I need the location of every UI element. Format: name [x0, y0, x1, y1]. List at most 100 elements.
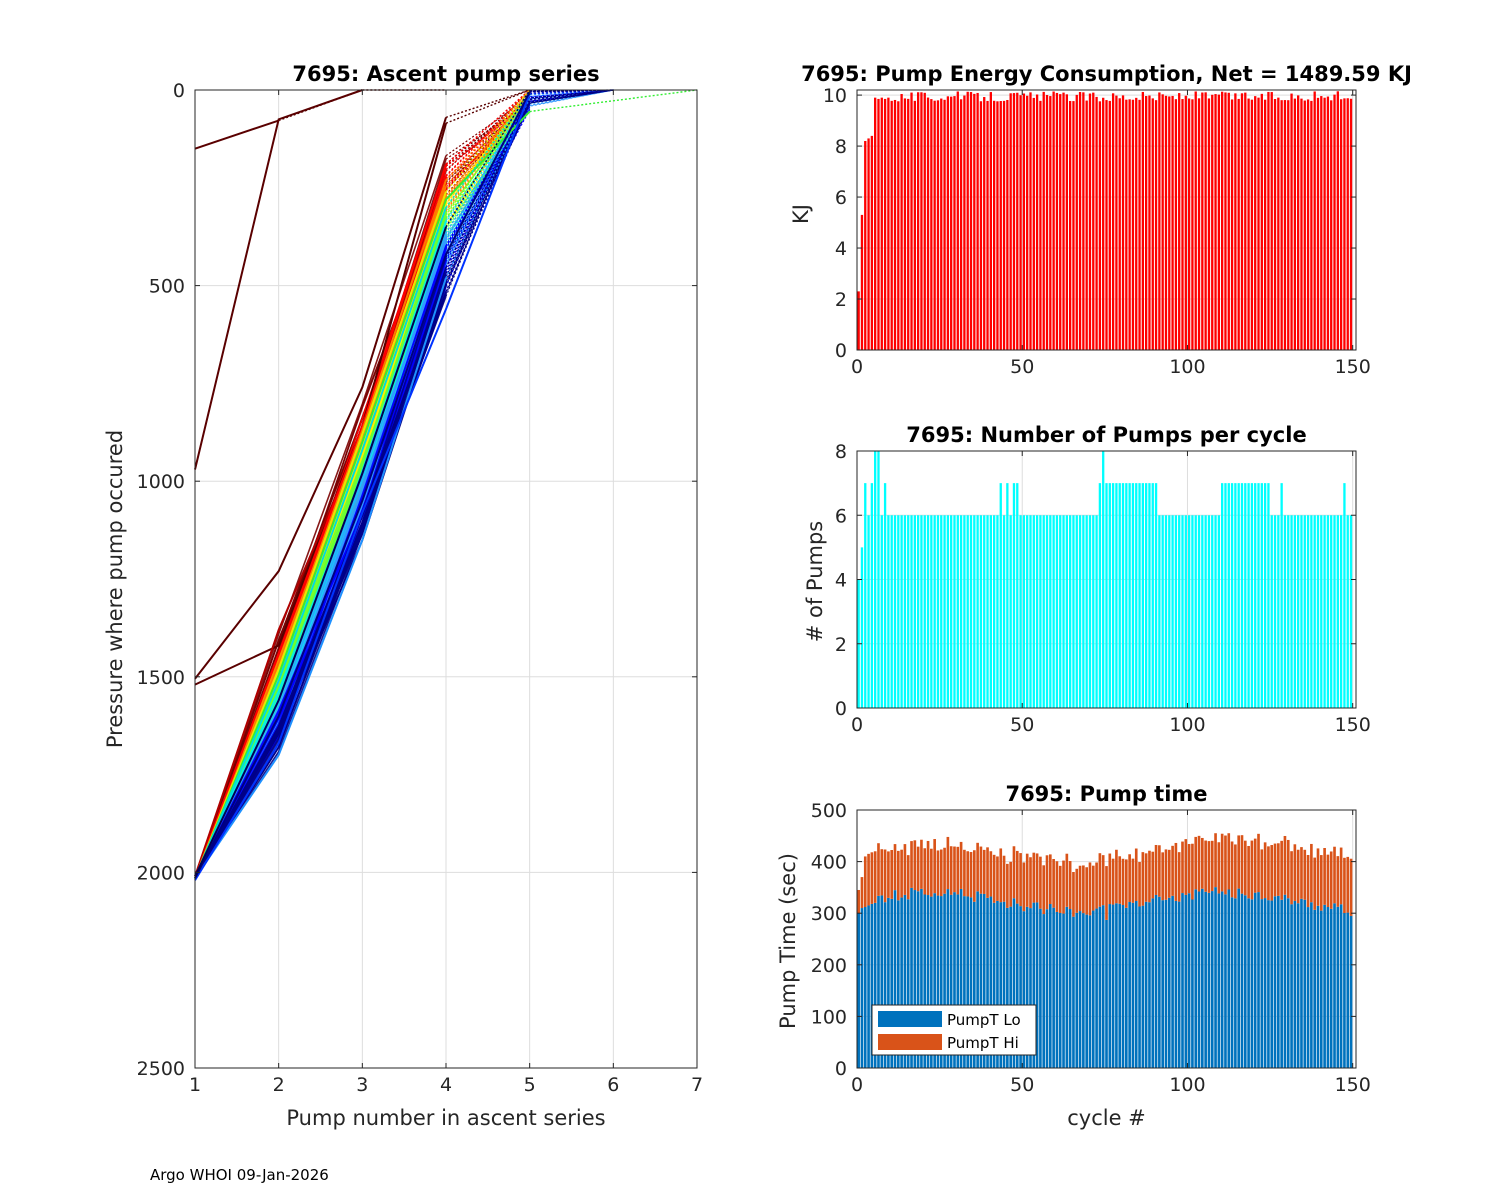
pumps-bar — [963, 515, 966, 708]
energy-bar — [1045, 94, 1049, 350]
pumps-bar — [1234, 483, 1237, 708]
x-tick-label: 50 — [1010, 1074, 1034, 1096]
energy-bar — [1343, 98, 1346, 350]
energy-bar — [1290, 93, 1293, 351]
x-axis-label: cycle # — [1067, 1106, 1146, 1130]
pumptime-lo-bar — [1075, 912, 1079, 1068]
pumptime-lo-bar — [949, 894, 953, 1068]
energy-bar — [890, 100, 893, 350]
cycle-tail-line — [445, 96, 531, 208]
pumptime-hi-bar — [1138, 862, 1141, 907]
pumptime-hi-bar — [893, 844, 897, 891]
energy-bar — [943, 99, 946, 351]
energy-bar — [966, 91, 969, 350]
energy-bar — [1125, 99, 1128, 350]
energy-bar — [1191, 99, 1194, 351]
energy-bar — [1105, 100, 1108, 350]
pumptime-lo-bar — [1118, 903, 1122, 1068]
y-tick-label: 1000 — [137, 471, 185, 493]
energy-bar — [913, 100, 916, 350]
energy-bar — [923, 92, 926, 351]
pumps-bar — [1128, 483, 1131, 708]
y-tick-label: 0 — [835, 340, 847, 362]
pumps-bar — [1138, 483, 1141, 708]
pumptime-lo-bar — [1002, 901, 1006, 1068]
pumptime-lo-bar — [963, 896, 966, 1068]
pumptime-lo-bar — [1197, 891, 1201, 1068]
energy-bar — [926, 97, 930, 350]
pumptime-hi-bar — [1134, 848, 1138, 902]
energy-bar — [1260, 93, 1263, 350]
pumptime-lo-bar — [992, 902, 996, 1068]
pumps-bar — [1154, 483, 1158, 708]
pumptime-lo-bar — [1105, 919, 1108, 1068]
y-axis-label: Pump Time (sec) — [776, 853, 800, 1029]
pumptime-hi-bar — [877, 843, 880, 896]
energy-bar — [1339, 99, 1343, 351]
series-tail-line — [445, 89, 531, 181]
pumptime-hi-bar — [1306, 855, 1310, 908]
pumptime-lo-bar — [1210, 891, 1214, 1068]
pumptime-lo-bar — [1234, 898, 1237, 1068]
pumps-bar — [1098, 483, 1102, 708]
y-tick-label: 0 — [173, 80, 185, 102]
pumptime-lo-bar — [887, 897, 890, 1068]
pumptime-lo-bar — [1319, 910, 1323, 1068]
pumps-bar — [1148, 483, 1151, 708]
x-tick-label: 150 — [1335, 356, 1371, 378]
pumptime-hi-bar — [1270, 845, 1274, 901]
y-tick-label: 2500 — [137, 1058, 185, 1080]
pumptime-lo-bar — [982, 893, 986, 1068]
pumptime-lo-bar — [1091, 910, 1095, 1068]
pumps-per-cycle-axes: 0 50 100 150 0 2 4 6 8 7695: Number of Pumps per … — [803, 423, 1371, 736]
pumptime-lo-bar — [1148, 902, 1151, 1068]
pumptime-lo-bar — [920, 888, 923, 1068]
energy-bar — [1336, 91, 1339, 350]
energy-bar — [1026, 95, 1029, 350]
pumptime-hi-bar — [966, 851, 970, 897]
pumptime-hi-bar — [1065, 853, 1069, 907]
pumptime-lo-bar — [1181, 893, 1184, 1068]
pumptime-lo-bar — [1227, 889, 1231, 1068]
pumps-bar — [1174, 515, 1178, 708]
pumptime-lo-bar — [860, 908, 864, 1068]
pumptime-lo-bar — [923, 894, 927, 1068]
pumps-bar — [1118, 483, 1121, 708]
energy-bar — [1227, 92, 1230, 350]
energy-bar — [907, 98, 910, 350]
pumps-bar — [1171, 515, 1174, 708]
energy-bar — [1032, 97, 1035, 350]
pumps-bar — [1260, 483, 1263, 708]
pumptime-lo-bar — [943, 893, 946, 1068]
pumptime-hi-bar — [1277, 843, 1280, 896]
axes-box — [856, 809, 1357, 1069]
pumptime-lo-bar — [1257, 892, 1260, 1068]
pumptime-hi-bar — [1267, 846, 1270, 901]
pumptime-hi-bar — [1161, 852, 1165, 901]
pumptime-hi-bar — [1240, 835, 1244, 894]
pumps-bar — [979, 515, 983, 708]
pumps-bar — [1141, 483, 1145, 708]
energy-bar — [1273, 99, 1277, 351]
pumps-bar — [1184, 515, 1187, 708]
pumps-bar — [1144, 483, 1148, 708]
pumptime-hi-bar — [953, 846, 956, 893]
pumptime-lo-bar — [1184, 894, 1188, 1068]
energy-bar — [1168, 96, 1171, 351]
energy-bar — [1237, 98, 1240, 351]
legend-label-hi: PumpT Hi — [947, 1034, 1019, 1052]
series-line — [194, 207, 447, 879]
pumptime-lo-bar — [1134, 901, 1138, 1068]
energy-bar — [916, 92, 920, 351]
energy-bar — [1211, 94, 1214, 350]
pumptime-hi-bar — [1316, 848, 1320, 906]
pumptime-hi-bar — [1346, 856, 1350, 913]
y-tick-label: 1500 — [137, 667, 185, 689]
pumps-bar — [1287, 515, 1290, 708]
pumptime-lo-bar — [1336, 906, 1340, 1068]
series-line — [194, 117, 447, 680]
pumptime-hi-bar — [1075, 868, 1079, 913]
pumptime-lo-bar — [1082, 913, 1085, 1068]
pumptime-hi-bar — [890, 850, 894, 899]
